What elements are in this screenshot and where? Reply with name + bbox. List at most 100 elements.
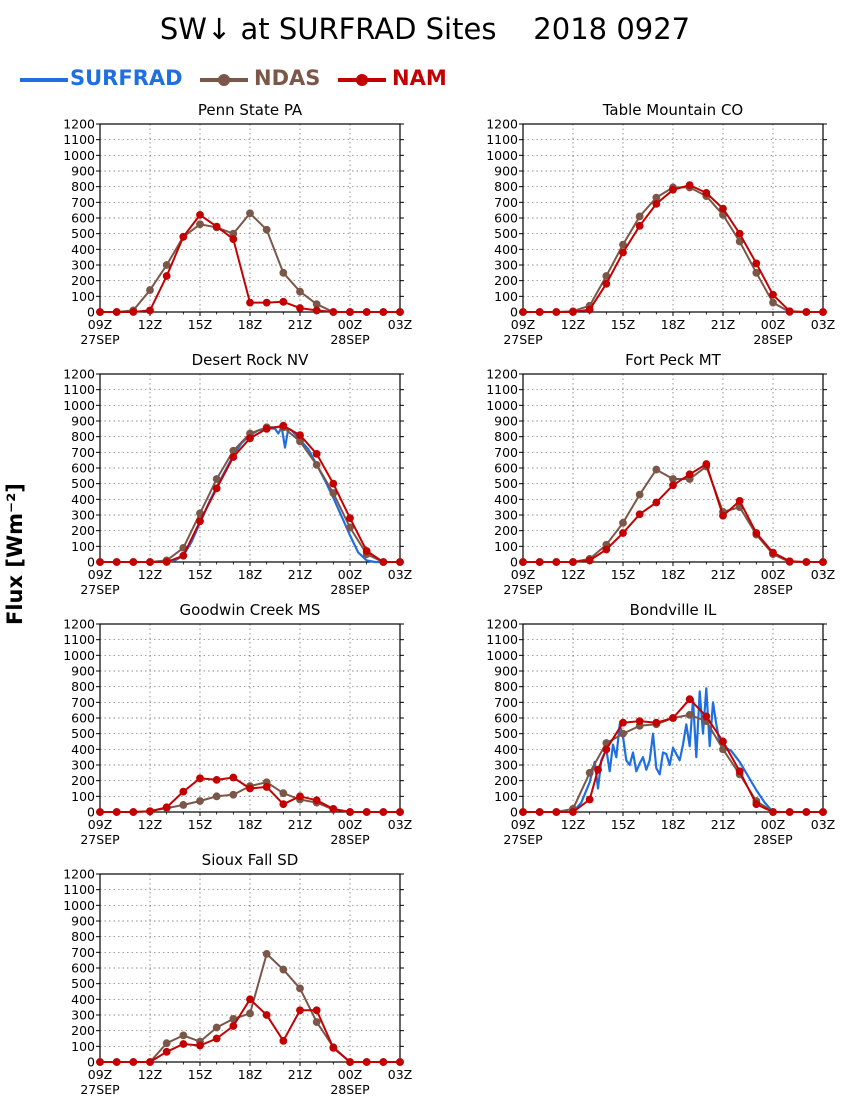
- data-point-nam: [146, 807, 154, 816]
- data-point-nam: [635, 717, 644, 726]
- legend-label-nam: NAM: [392, 66, 447, 90]
- data-point-nam: [129, 808, 138, 816]
- data-point-nam: [379, 308, 388, 316]
- data-point-nam: [346, 1058, 354, 1066]
- data-point-nam: [346, 514, 354, 523]
- x-date-label: 28SEP: [330, 582, 370, 597]
- data-point-nam: [396, 308, 404, 316]
- data-point-ndas: [346, 523, 354, 532]
- x-tick-label: 00Z: [761, 817, 785, 832]
- y-tick-label: 1200: [486, 367, 518, 382]
- data-point-nam: [569, 808, 577, 816]
- y-tick-label: 800: [494, 179, 518, 194]
- x-date-label: 27SEP: [503, 832, 543, 847]
- y-tick-label: 100: [71, 539, 95, 554]
- y-tick-label: 1100: [63, 382, 95, 397]
- data-point-nam: [112, 308, 121, 316]
- x-tick-label: 18Z: [661, 567, 685, 582]
- x-tick-label: 03Z: [388, 1067, 412, 1082]
- data-point-nam: [802, 308, 811, 316]
- series-line-surfrad: [166, 426, 384, 564]
- data-point-nam: [329, 804, 338, 813]
- data-point-ndas: [212, 1023, 221, 1032]
- data-point-nam: [819, 558, 827, 566]
- y-tick-label: 500: [71, 226, 95, 241]
- data-point-nam: [162, 1047, 171, 1056]
- data-point-nam: [552, 558, 561, 566]
- data-point-nam: [535, 558, 544, 566]
- x-tick-label: 21Z: [288, 567, 312, 582]
- y-tick-label: 800: [494, 679, 518, 694]
- x-tick-label: 21Z: [711, 317, 735, 332]
- data-point-ndas: [752, 268, 761, 277]
- data-point-nam: [212, 222, 221, 231]
- data-point-nam: [346, 308, 354, 316]
- y-tick-label: 1000: [486, 648, 518, 663]
- data-point-ndas: [619, 729, 627, 738]
- y-tick-label: 900: [494, 664, 518, 679]
- data-point-nam: [602, 745, 611, 754]
- y-tick-label: 200: [71, 773, 95, 788]
- y-tick-label: 1100: [486, 132, 518, 147]
- data-point-ndas: [619, 518, 627, 527]
- data-point-nam: [735, 767, 744, 776]
- panel-title: Fort Peck MT: [625, 351, 721, 369]
- panel-penn-state-pa: Penn State PA 010020030040050060070080090…: [63, 101, 412, 347]
- x-tick-label: 00Z: [338, 817, 362, 832]
- x-tick-label: 18Z: [238, 567, 262, 582]
- data-point-nam: [196, 210, 204, 219]
- data-point-nam: [179, 232, 188, 241]
- data-point-nam: [129, 308, 138, 316]
- data-point-nam: [296, 431, 304, 439]
- data-point-nam: [379, 808, 388, 816]
- x-date-label: 28SEP: [330, 1082, 370, 1097]
- data-point-nam: [569, 558, 577, 566]
- data-point-nam: [652, 199, 661, 208]
- data-point-nam: [719, 204, 727, 213]
- data-point-nam: [602, 545, 611, 554]
- y-tick-label: 200: [71, 273, 95, 288]
- y-tick-label: 100: [494, 789, 518, 804]
- y-tick-label: 0: [87, 1055, 95, 1070]
- x-tick-label: 18Z: [661, 317, 685, 332]
- x-tick-label: 09Z: [88, 567, 112, 582]
- data-point-nam: [162, 803, 171, 812]
- data-point-nam: [785, 557, 794, 566]
- panel-fort-peck-mt: Fort Peck MT 0100200300400500600700800900…: [486, 351, 835, 597]
- x-tick-label: 12Z: [561, 817, 585, 832]
- data-point-nam: [619, 529, 627, 537]
- data-point-nam: [702, 712, 711, 721]
- y-tick-label: 1200: [63, 867, 95, 882]
- data-point-nam: [362, 808, 371, 816]
- data-point-nam: [685, 470, 694, 479]
- x-date-label: 27SEP: [80, 832, 120, 847]
- data-point-ndas: [212, 475, 221, 483]
- y-tick-label: 900: [71, 664, 95, 679]
- y-tick-label: 1000: [486, 398, 518, 413]
- chart-title: SW↓ at SURFRAD Sites 2018 0927: [159, 12, 691, 46]
- data-point-ndas: [585, 768, 594, 777]
- data-point-nam: [262, 298, 271, 307]
- x-tick-label: 00Z: [338, 567, 362, 582]
- data-point-ndas: [196, 220, 204, 229]
- data-point-ndas: [279, 268, 288, 277]
- panel-title: Penn State PA: [198, 101, 303, 119]
- data-point-ndas: [246, 1009, 254, 1018]
- panel-goodwin-creek-ms: Goodwin Creek MS 010020030040050060070080…: [63, 601, 412, 847]
- y-tick-label: 500: [71, 976, 95, 991]
- data-point-nam: [129, 558, 138, 566]
- data-point-nam: [262, 424, 271, 433]
- data-point-nam: [519, 308, 527, 316]
- data-point-nam: [362, 1058, 371, 1066]
- data-point-nam: [96, 808, 104, 816]
- x-tick-label: 15Z: [611, 317, 635, 332]
- data-point-ndas: [652, 465, 661, 474]
- data-point-nam: [552, 308, 561, 316]
- legend-label-surfrad: SURFRAD: [70, 66, 183, 90]
- data-point-nam: [362, 547, 371, 555]
- y-tick-label: 800: [71, 679, 95, 694]
- data-point-nam: [569, 308, 577, 316]
- x-tick-label: 09Z: [88, 1067, 112, 1082]
- y-tick-label: 300: [494, 508, 518, 523]
